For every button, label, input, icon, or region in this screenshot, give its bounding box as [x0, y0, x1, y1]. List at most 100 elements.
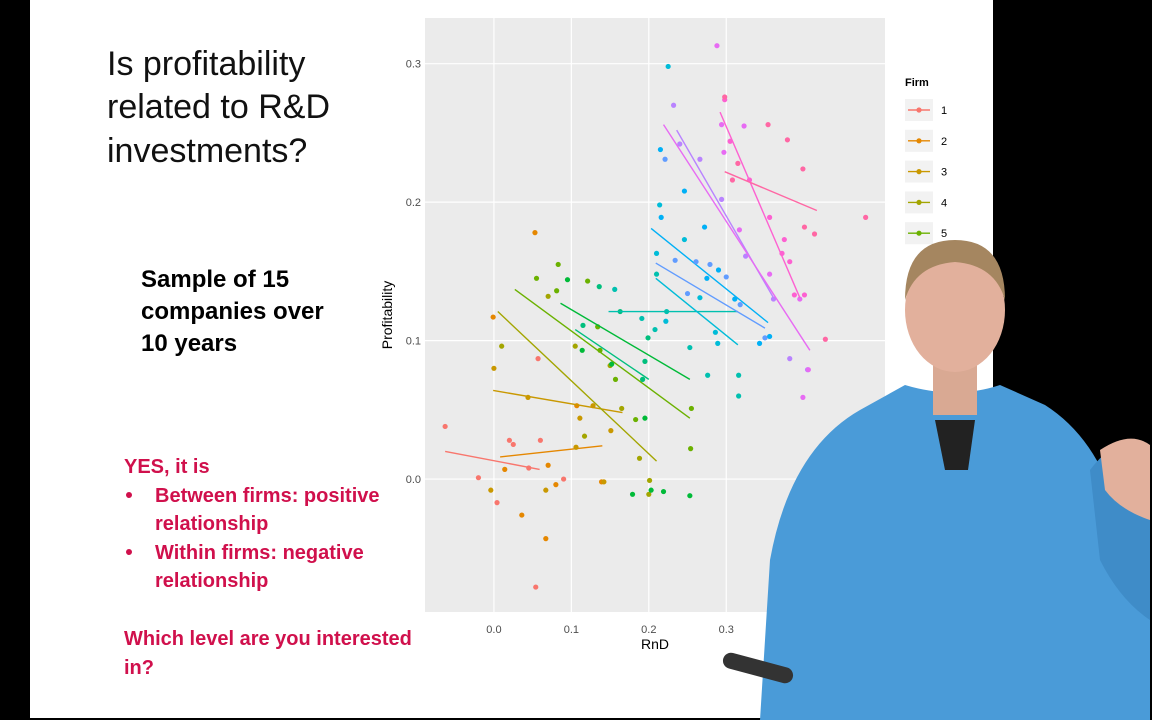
point — [533, 275, 540, 281]
point — [646, 491, 652, 497]
point — [561, 476, 567, 482]
point — [681, 188, 688, 194]
point — [723, 274, 729, 280]
point — [722, 94, 728, 100]
x-tick-label: 0.0 — [486, 624, 501, 636]
point — [736, 393, 742, 399]
point — [693, 259, 699, 265]
point — [663, 318, 669, 324]
point — [743, 253, 749, 259]
point — [499, 343, 505, 349]
point — [554, 288, 560, 294]
point — [653, 271, 660, 277]
fit-line — [445, 450, 540, 471]
point — [490, 314, 496, 320]
point — [553, 482, 559, 488]
point — [573, 444, 579, 450]
point — [639, 315, 645, 322]
point — [697, 156, 703, 162]
point — [662, 156, 668, 162]
point — [767, 214, 773, 220]
point — [781, 236, 787, 243]
point — [765, 122, 771, 128]
point — [736, 372, 742, 378]
point — [697, 295, 703, 301]
fit-line — [719, 111, 801, 298]
point — [535, 356, 541, 362]
point — [585, 278, 591, 284]
clicker — [722, 652, 794, 684]
point — [596, 284, 602, 290]
legend-label: 1 — [941, 105, 947, 117]
point — [787, 259, 793, 265]
fit-line — [662, 124, 811, 351]
fit-line — [574, 328, 650, 380]
point — [688, 405, 694, 412]
fit-line — [500, 445, 603, 458]
point — [687, 344, 693, 351]
fit-line — [514, 288, 691, 419]
point — [721, 149, 727, 155]
point — [718, 122, 725, 128]
point — [475, 475, 482, 481]
point — [665, 63, 671, 70]
fit-line — [724, 171, 818, 212]
hand — [1100, 438, 1150, 520]
bullet — [126, 492, 132, 498]
point — [633, 416, 639, 423]
point — [533, 584, 539, 590]
sample-text: companies over — [141, 298, 324, 325]
point — [672, 257, 678, 263]
point — [767, 333, 773, 340]
question: in? — [124, 657, 154, 679]
point — [491, 365, 497, 371]
slide-title: Is profitability — [107, 45, 305, 83]
point — [555, 261, 561, 268]
point — [732, 296, 738, 302]
point — [506, 437, 513, 443]
legend-label: 3 — [941, 167, 947, 179]
point — [488, 487, 494, 493]
point — [642, 358, 648, 364]
point — [601, 479, 607, 485]
point — [612, 376, 619, 382]
point — [797, 296, 803, 302]
answer: YES, it is — [124, 456, 210, 478]
point — [579, 347, 585, 353]
legend-swatch — [916, 230, 922, 236]
bullet — [126, 549, 132, 555]
legend-label: 2 — [941, 136, 947, 148]
point — [580, 322, 586, 328]
point — [581, 433, 588, 439]
point — [863, 214, 869, 220]
point — [545, 293, 551, 299]
point — [658, 214, 664, 220]
bullet-text: relationship — [155, 570, 268, 592]
fit-line — [655, 262, 766, 329]
legend-label: 5 — [941, 228, 947, 240]
legend-swatch — [916, 169, 922, 175]
point — [652, 326, 658, 333]
point — [636, 455, 643, 461]
point — [684, 290, 691, 297]
legend-swatch — [916, 199, 922, 205]
hair — [905, 240, 1005, 300]
fit-line — [655, 277, 739, 346]
point — [646, 477, 653, 484]
point — [791, 292, 797, 298]
point — [640, 376, 646, 382]
point — [787, 356, 793, 362]
y-tick-label: 0.2 — [406, 197, 421, 209]
point — [653, 250, 660, 256]
point — [545, 462, 551, 468]
point — [762, 335, 768, 341]
point — [670, 102, 677, 108]
head — [905, 248, 1005, 372]
point — [519, 512, 525, 518]
point — [715, 340, 721, 346]
x-tick-label: 0.3 — [719, 624, 734, 636]
point — [510, 441, 516, 448]
fit-line — [650, 227, 769, 324]
fit-line — [560, 302, 691, 380]
